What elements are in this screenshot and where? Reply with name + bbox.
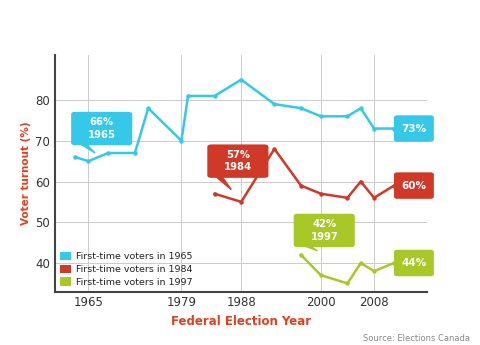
Text: Source: Elections Canada: Source: Elections Canada <box>363 334 470 343</box>
Text: 44%: 44% <box>401 258 427 268</box>
FancyBboxPatch shape <box>207 145 268 178</box>
FancyBboxPatch shape <box>394 172 434 199</box>
Y-axis label: Voter turnout (%): Voter turnout (%) <box>21 121 31 225</box>
Polygon shape <box>78 143 95 153</box>
FancyBboxPatch shape <box>71 112 132 145</box>
Text: 60%: 60% <box>401 180 426 190</box>
Text: FIRST-TIME VOTER TURNOUT: FIRST-TIME VOTER TURNOUT <box>68 15 412 35</box>
Legend: First-time voters in 1965, First-time voters in 1984, First-time voters in 1997: First-time voters in 1965, First-time vo… <box>60 252 192 287</box>
FancyBboxPatch shape <box>294 214 355 247</box>
Polygon shape <box>301 245 318 251</box>
Text: 42%
1997: 42% 1997 <box>311 219 338 242</box>
Text: 57%
1984: 57% 1984 <box>224 150 252 172</box>
Polygon shape <box>215 175 231 190</box>
FancyBboxPatch shape <box>394 115 434 142</box>
Text: 66%
1965: 66% 1965 <box>88 117 116 140</box>
X-axis label: Federal Election Year: Federal Election Year <box>171 315 311 328</box>
FancyBboxPatch shape <box>394 250 434 276</box>
Text: 73%: 73% <box>401 124 426 134</box>
